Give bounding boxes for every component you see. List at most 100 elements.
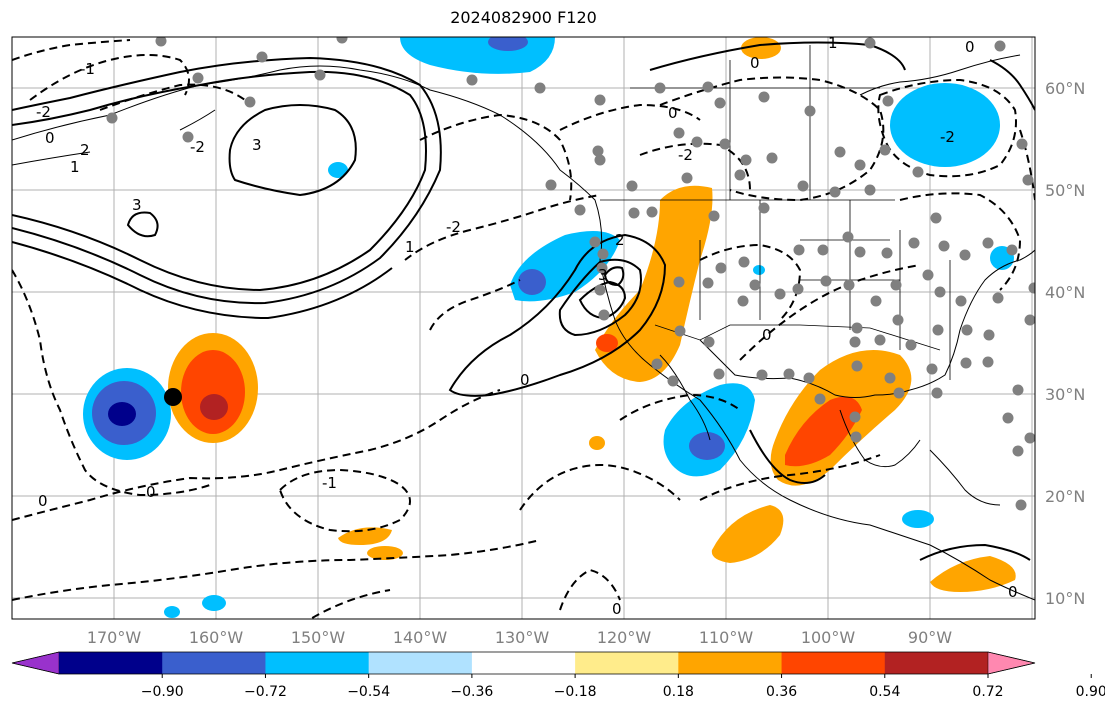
station-dot <box>1016 138 1028 150</box>
contour-label: 0 <box>520 371 530 389</box>
station-dot <box>651 358 663 370</box>
station-dot <box>1024 432 1035 444</box>
station-dot <box>336 37 348 44</box>
pos-anomaly-tiny <box>589 436 605 450</box>
station-dot <box>749 279 761 291</box>
contour-label: 2 <box>615 231 625 249</box>
station-dot <box>654 82 666 94</box>
colorbar-tick-label: −0.90 <box>141 684 184 700</box>
station-dot <box>864 37 876 49</box>
contour-label: 0 <box>1008 583 1018 601</box>
station-dot <box>594 284 606 296</box>
station-dot <box>804 105 816 117</box>
station-dot <box>982 356 994 368</box>
neg-anomaly-south1 <box>164 606 180 618</box>
lat-label: 50°N <box>1045 181 1085 200</box>
lon-label: 90°W <box>908 628 952 647</box>
station-dot <box>892 314 904 326</box>
shaded-anomalies <box>83 37 1016 618</box>
contour-label: -2 <box>446 218 461 236</box>
station-dot <box>1024 314 1035 326</box>
lon-label: 160°W <box>189 628 244 647</box>
colorbar-tick-label: −0.36 <box>450 684 493 700</box>
pos-anomaly-west-center <box>200 394 228 420</box>
station-dot <box>738 256 750 268</box>
station-dot <box>834 146 846 158</box>
station-dot <box>740 154 752 166</box>
colorbar-extend-high <box>987 651 1036 675</box>
neg-anomaly-alaska-core <box>488 37 528 51</box>
colorbar-outline <box>11 651 1036 675</box>
lon-label: 110°W <box>699 628 754 647</box>
station-dot <box>774 288 786 300</box>
station-dot <box>1028 282 1035 294</box>
longitude-labels: 170°W 160°W 150°W 140°W 130°W 120°W 110°… <box>87 628 952 647</box>
map-frame <box>11 36 1036 620</box>
contour-label: 0 <box>668 104 678 122</box>
colorbar-tick-label: 0.36 <box>766 684 797 700</box>
station-dot <box>598 309 610 321</box>
neg-anomaly-mexico-core <box>689 432 725 460</box>
pos-anomaly-pacific2 <box>367 546 403 560</box>
colorbar-segment <box>575 652 679 674</box>
colorbar-extend-low <box>11 651 60 675</box>
station-dot <box>905 339 917 351</box>
station-dot <box>851 322 863 334</box>
station-dot <box>881 247 893 259</box>
station-dot <box>597 248 609 260</box>
station-dot <box>820 275 832 287</box>
station-dot <box>703 336 715 348</box>
station-dot <box>106 112 118 124</box>
station-dot <box>938 240 950 252</box>
neg-anomaly-mexico <box>663 383 755 477</box>
station-dot <box>797 180 809 192</box>
station-dot <box>628 207 640 219</box>
station-dot <box>992 292 1004 304</box>
station-dot <box>893 387 905 399</box>
station-dot <box>244 96 256 108</box>
station-dot <box>534 82 546 94</box>
neg-anomaly-centralam <box>902 510 934 528</box>
pos-anomaly-idaho <box>670 189 706 221</box>
contour-label: -2 <box>36 103 51 121</box>
contour-label: 2 <box>80 141 90 159</box>
neg-anomaly-westcoast-core <box>518 269 546 295</box>
map-background <box>12 37 1035 619</box>
station-dot <box>851 360 863 372</box>
colorbar-tick-label: −0.72 <box>244 684 287 700</box>
contour-label: 1 <box>405 238 415 256</box>
station-dot <box>849 336 861 348</box>
colorbar-tick-label: 0.90 <box>1076 684 1105 700</box>
lat-label: 40°N <box>1045 283 1085 302</box>
contour-labels: 0 0 0 0 0 0 0 0 0 0 -1 -1 -2 -2 -2 -2 -2… <box>36 34 1018 618</box>
station-dot <box>674 325 686 337</box>
lat-label: 60°N <box>1045 79 1085 98</box>
station-dot <box>922 269 934 281</box>
contour-label: 0 <box>612 600 622 618</box>
station-dot <box>702 81 714 93</box>
station-dot <box>673 276 685 288</box>
station-dot <box>1002 412 1014 424</box>
contour-label: -2 <box>940 128 955 146</box>
colorbar-tick-label: −0.54 <box>347 684 390 700</box>
station-dot <box>1006 244 1018 256</box>
station-dot <box>708 210 720 222</box>
station-dot <box>890 279 902 291</box>
station-dot <box>626 180 638 192</box>
station-dot <box>589 236 601 248</box>
contour-label: 0 <box>965 38 975 56</box>
pos-anomaly-eastpac <box>711 505 784 563</box>
station-dot <box>850 431 862 443</box>
colorbar-segment <box>162 652 266 674</box>
station-dot <box>594 154 606 166</box>
contour-label: -2 <box>190 138 205 156</box>
lon-label: 130°W <box>495 628 550 647</box>
station-dot <box>864 184 876 196</box>
contour-label: 1 <box>828 34 838 52</box>
neg-anomaly-small <box>328 162 348 178</box>
station-dot <box>192 72 204 84</box>
station-dot <box>182 131 194 143</box>
colorbar-segment <box>884 652 989 674</box>
station-dot <box>814 393 826 405</box>
lon-label: 170°W <box>87 628 142 647</box>
